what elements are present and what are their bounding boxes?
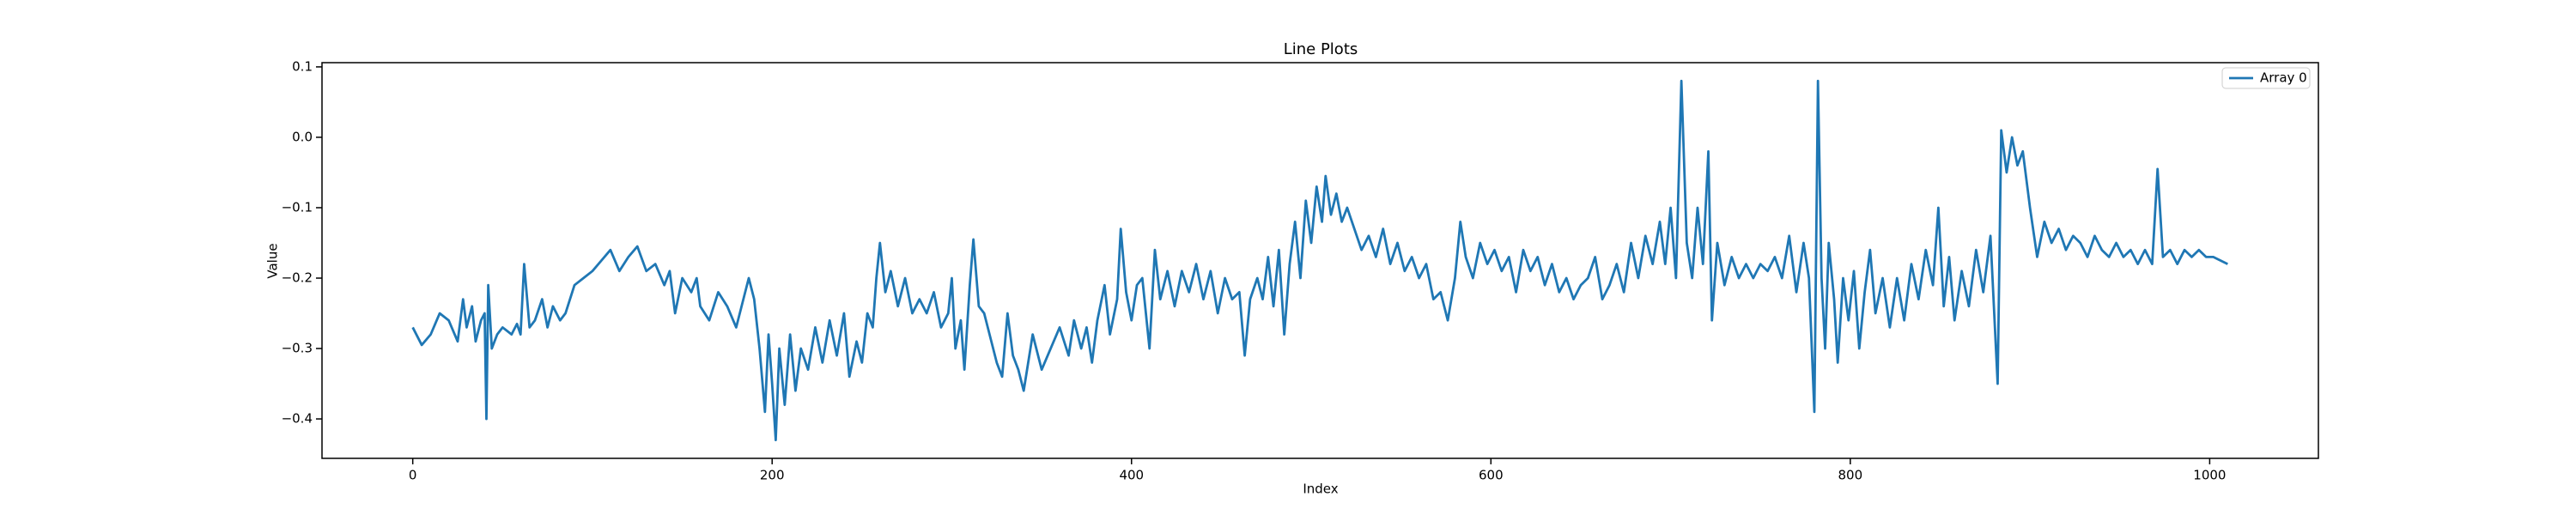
- x-tick-label: 800: [1838, 468, 1863, 483]
- data-line: [411, 79, 2228, 442]
- x-axis-label: Index: [1303, 482, 1338, 497]
- y-tick-label: 0.1: [292, 58, 313, 74]
- y-tick-label: −0.2: [282, 270, 313, 286]
- axes-frame: [321, 62, 2319, 459]
- legend-box: [2221, 67, 2311, 89]
- x-tick-label: 400: [1119, 468, 1144, 483]
- x-tick-label: 600: [1479, 468, 1504, 483]
- y-tick-label: 0.0: [292, 129, 313, 144]
- x-tick-label: 1000: [2193, 468, 2226, 483]
- y-axis-label: Value: [265, 243, 281, 278]
- y-tick-label: −0.4: [282, 411, 313, 427]
- y-tick-label: −0.3: [282, 341, 313, 356]
- x-tick-label: 200: [760, 468, 785, 483]
- legend-label: Array 0: [2260, 70, 2307, 86]
- chart-title: Line Plots: [1284, 40, 1358, 58]
- y-tick-label: −0.1: [282, 199, 313, 215]
- x-tick-label: 0: [409, 468, 417, 483]
